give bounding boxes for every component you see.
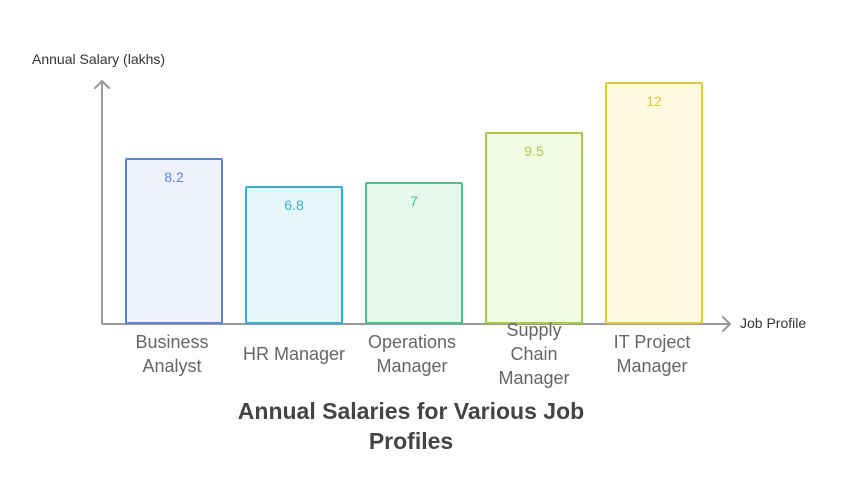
- category-label: Business Analyst: [135, 332, 209, 376]
- value-label: 6.8: [284, 197, 304, 213]
- value-label: 8.2: [164, 169, 184, 185]
- chart-title: Annual Salaries for Various Job Profiles: [237, 398, 585, 454]
- bars: [125, 82, 703, 324]
- category-label: Operations Manager: [367, 332, 457, 376]
- bar-hr-manager: [245, 186, 343, 324]
- category-label: HR Manager: [242, 344, 346, 364]
- x-axis-label: Job Profile: [740, 315, 807, 331]
- value-labels: 8.2 6.8 7 9.5 12: [164, 93, 662, 213]
- bar-business-analyst: [125, 158, 223, 324]
- category-label: IT Project Manager: [613, 332, 691, 376]
- bar-operations-manager: [365, 182, 463, 324]
- x-axis-arrow: [722, 316, 731, 332]
- bar-supply-chain-manager: [485, 132, 583, 324]
- value-label: 12: [646, 93, 662, 109]
- value-label: 9.5: [524, 143, 544, 159]
- y-axis-arrow: [94, 80, 110, 89]
- category-label: Supply Chain Manager: [498, 320, 570, 388]
- y-axis-label: Annual Salary (lakhs): [32, 51, 166, 67]
- bar-it-project-manager: [605, 82, 703, 324]
- value-label: 7: [410, 193, 418, 209]
